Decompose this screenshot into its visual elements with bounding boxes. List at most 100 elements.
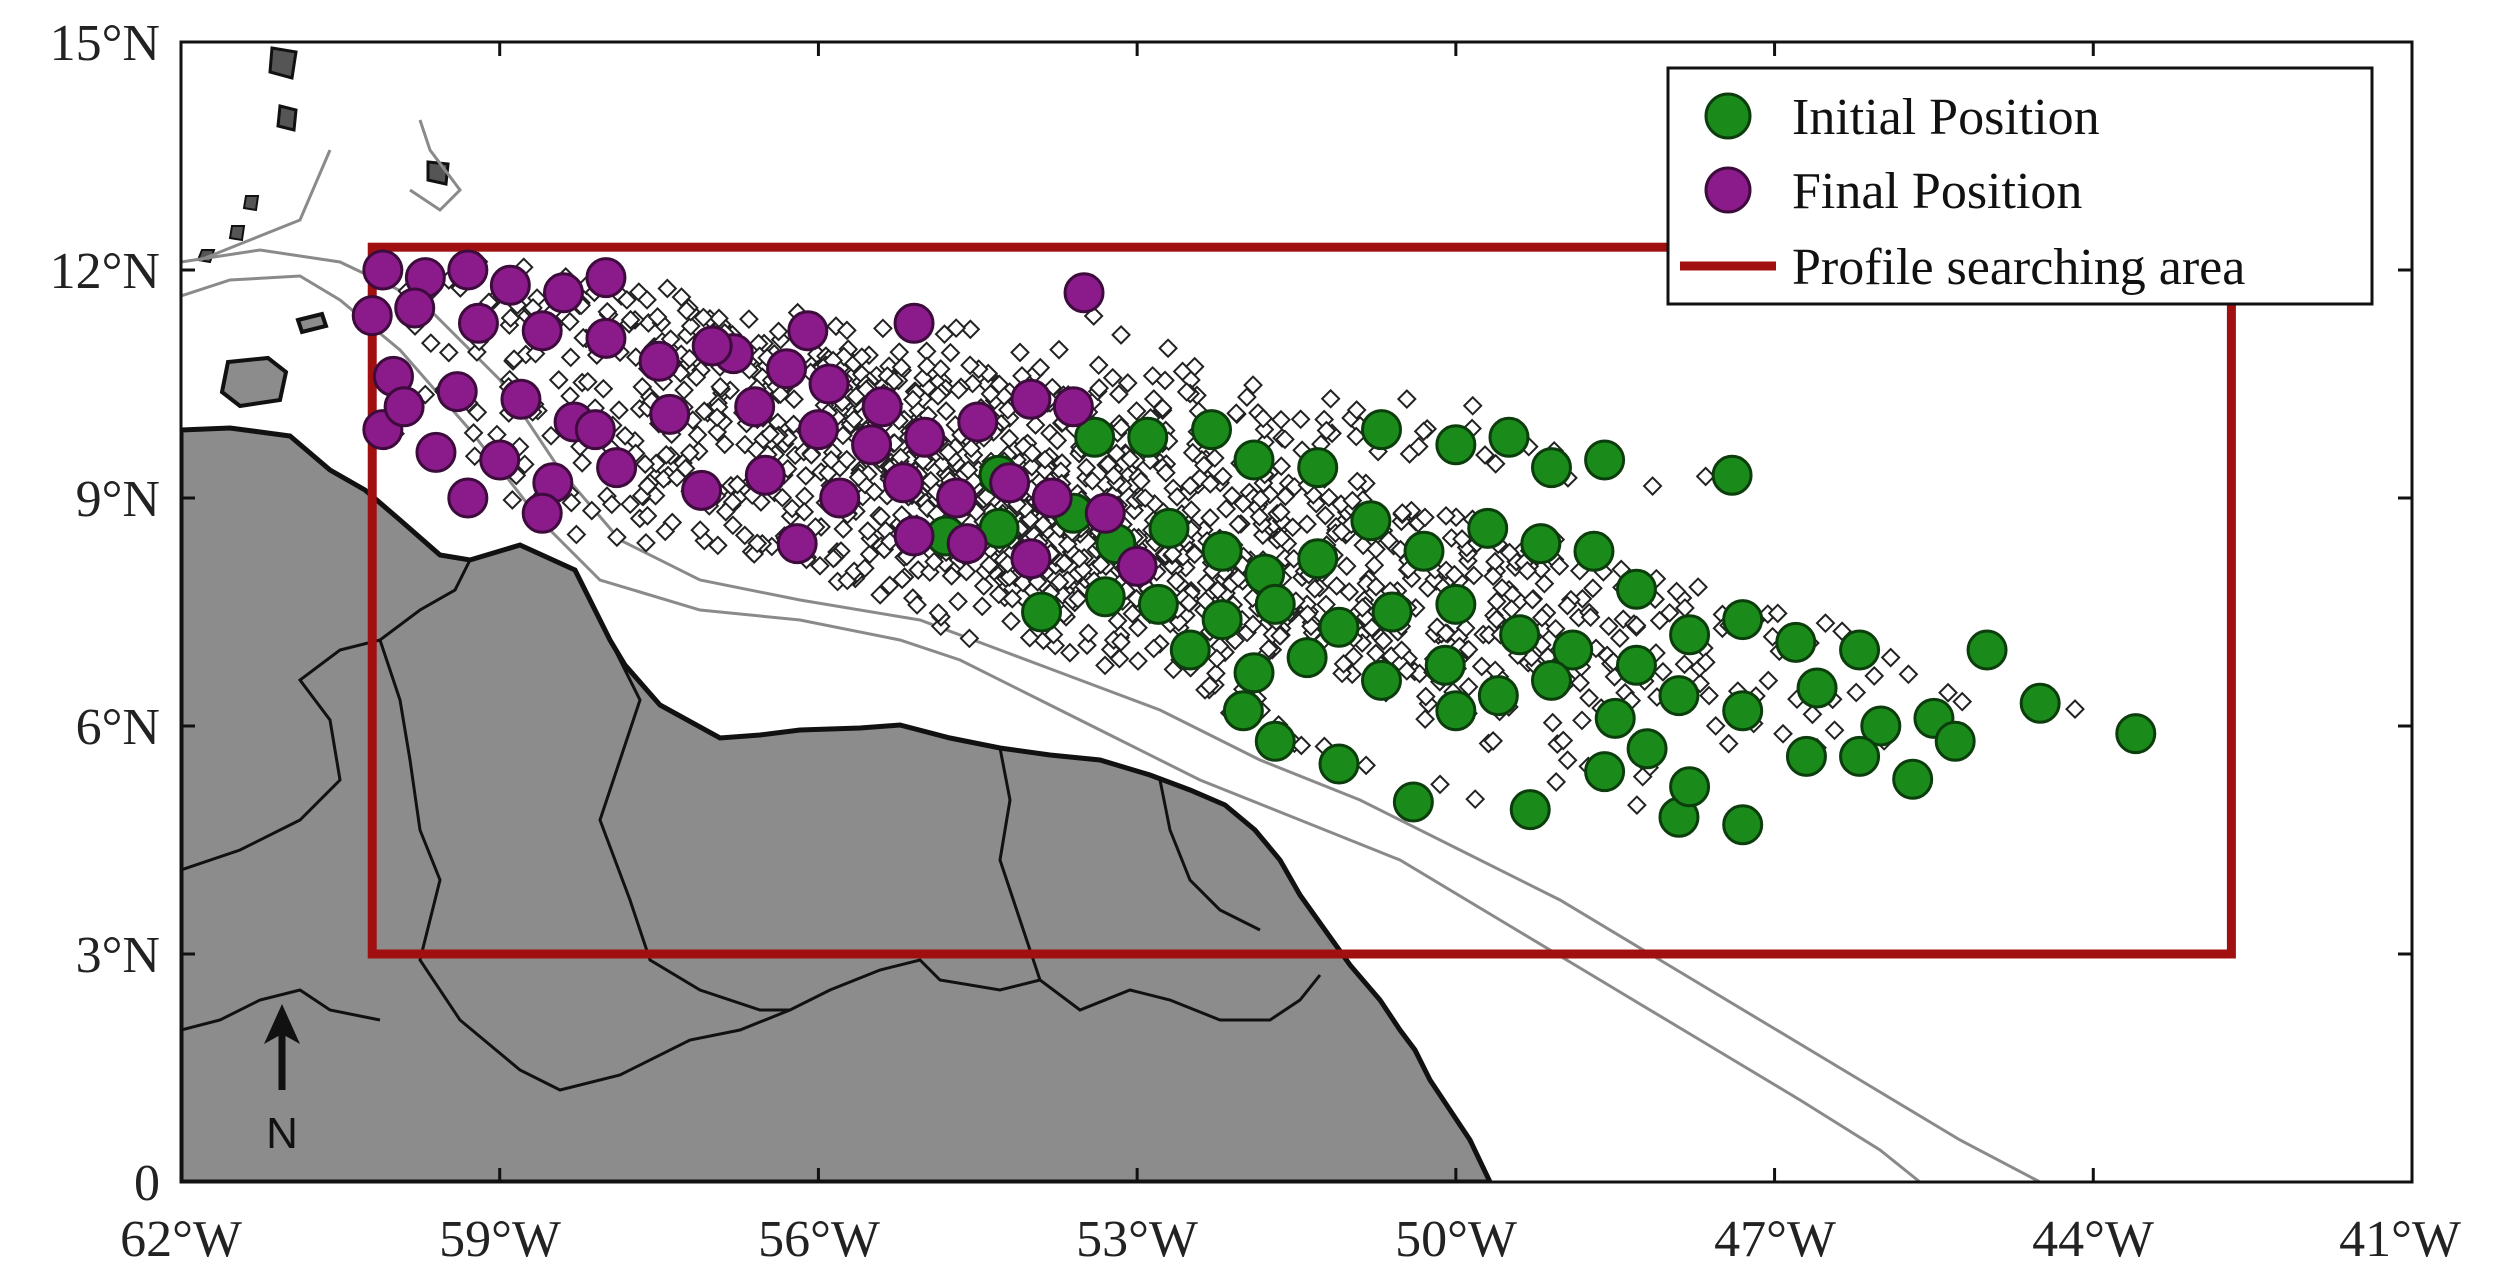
trajectory-point — [601, 494, 622, 515]
trajectory-point — [1824, 720, 1845, 741]
trajectory-point — [1243, 375, 1263, 395]
trajectory-point — [1444, 564, 1465, 585]
trajectory-point — [870, 584, 891, 605]
trajectory-point — [1107, 610, 1128, 631]
trajectory-point — [1557, 750, 1578, 771]
trajectory-point — [938, 442, 959, 463]
trajectory-point — [1767, 603, 1788, 624]
trajectory-point — [1155, 462, 1176, 483]
final-position-marker — [681, 469, 723, 511]
trajectory-point — [1864, 666, 1885, 686]
initial-position-marker — [1934, 720, 1976, 762]
initial-position-marker — [1520, 523, 1562, 565]
trajectory-point — [1649, 610, 1670, 631]
final-position-marker — [447, 477, 489, 519]
final-position-marker — [649, 393, 691, 435]
trajectory-point — [1010, 342, 1030, 363]
trajectory-point — [1120, 448, 1140, 469]
trajectory-point — [783, 414, 804, 435]
trajectory-point — [1168, 612, 1189, 633]
trajectory-point — [1001, 611, 1021, 632]
trajectory-point — [1373, 630, 1394, 651]
trajectory-point — [1415, 507, 1435, 528]
trajectory-point — [794, 486, 815, 507]
trajectory-point — [1162, 544, 1183, 564]
trajectory-point — [1675, 598, 1695, 618]
final-position-marker — [479, 439, 521, 481]
final-position-marker — [521, 310, 563, 352]
final-position-marker — [776, 523, 818, 565]
island-tobago — [295, 311, 329, 335]
trajectory-point — [1290, 409, 1311, 430]
initial-position-marker — [1127, 416, 1169, 458]
trajectory-point — [1282, 517, 1303, 538]
trajectory-point — [1167, 486, 1188, 507]
north-arrow: N — [264, 1004, 300, 1158]
trajectory-point — [1034, 460, 1055, 481]
axis-tick-marks — [179, 40, 2414, 1184]
trajectory-point — [1022, 443, 1043, 464]
trajectory-point — [917, 356, 937, 377]
final-position-marker — [1010, 538, 1052, 580]
initial-position-marker — [1201, 599, 1243, 641]
trajectory-point — [1297, 514, 1317, 535]
trajectory-point — [1409, 663, 1430, 684]
initial-position-marker — [1201, 530, 1243, 572]
trajectory-point — [656, 444, 677, 465]
initial-position-marker — [1488, 416, 1530, 458]
final-position-marker — [861, 386, 903, 428]
initial-position-marker — [1360, 409, 1402, 451]
trajectory-point — [794, 501, 815, 522]
trajectory-point — [1180, 475, 1201, 496]
initial-position-marker — [1584, 439, 1626, 481]
final-position-marker — [808, 363, 850, 405]
trajectory-point — [1284, 476, 1305, 497]
final-position-marker — [585, 317, 627, 359]
trajectory-point — [1653, 661, 1673, 682]
trajectory-point — [854, 558, 875, 579]
final-position-marker — [936, 477, 978, 519]
trajectory-point — [1047, 430, 1068, 451]
trajectory-point — [1452, 529, 1472, 549]
initial-position-marker — [1297, 447, 1339, 489]
initial-position-marker — [1467, 507, 1509, 549]
initial-position-marker — [1191, 409, 1233, 451]
island-st-vincent — [276, 104, 298, 132]
trajectory-point — [979, 554, 1000, 575]
final-position-marker — [394, 287, 436, 329]
trajectory-point — [1050, 461, 1071, 482]
trajectory-point — [1598, 616, 1619, 637]
trajectory-point — [1557, 595, 1578, 616]
trajectory-point — [1111, 632, 1131, 652]
trajectory-point — [989, 374, 1010, 395]
profile-searching-area-box — [367, 242, 2236, 959]
trajectory-point — [1952, 691, 1973, 712]
trajectory-point — [636, 532, 656, 553]
trajectory-point — [1253, 408, 1274, 429]
trajectory-point — [1666, 581, 1687, 602]
trajectory-point — [1465, 789, 1486, 810]
trajectory-point — [1458, 676, 1479, 697]
initial-position-marker — [1584, 751, 1626, 793]
country-borders — [181, 559, 1322, 1092]
x-tick-label: 41°W — [2339, 1211, 2461, 1268]
map-frame — [179, 40, 2414, 1184]
trajectory-point — [1499, 542, 1520, 563]
legend: Initial Position Final Position Profile … — [1666, 66, 2374, 306]
initial-position-marker — [1392, 781, 1434, 823]
trajectory-point — [1102, 367, 1123, 388]
initial-position-marker — [1530, 447, 1572, 489]
trajectory-point — [1158, 338, 1178, 359]
trajectory-point — [956, 561, 977, 582]
trajectory-point — [844, 409, 864, 430]
trajectory-point — [1184, 356, 1205, 377]
trajectory-point — [581, 500, 602, 521]
trajectory-point — [851, 347, 872, 368]
trajectory-point — [1019, 627, 1040, 648]
trajectory-point — [597, 301, 618, 322]
trajectory-point — [1069, 548, 1090, 569]
initial-position-marker — [1435, 583, 1477, 625]
trajectory-point — [889, 342, 910, 363]
trajectory-point — [1126, 401, 1147, 421]
trajectory-point — [999, 428, 1020, 449]
